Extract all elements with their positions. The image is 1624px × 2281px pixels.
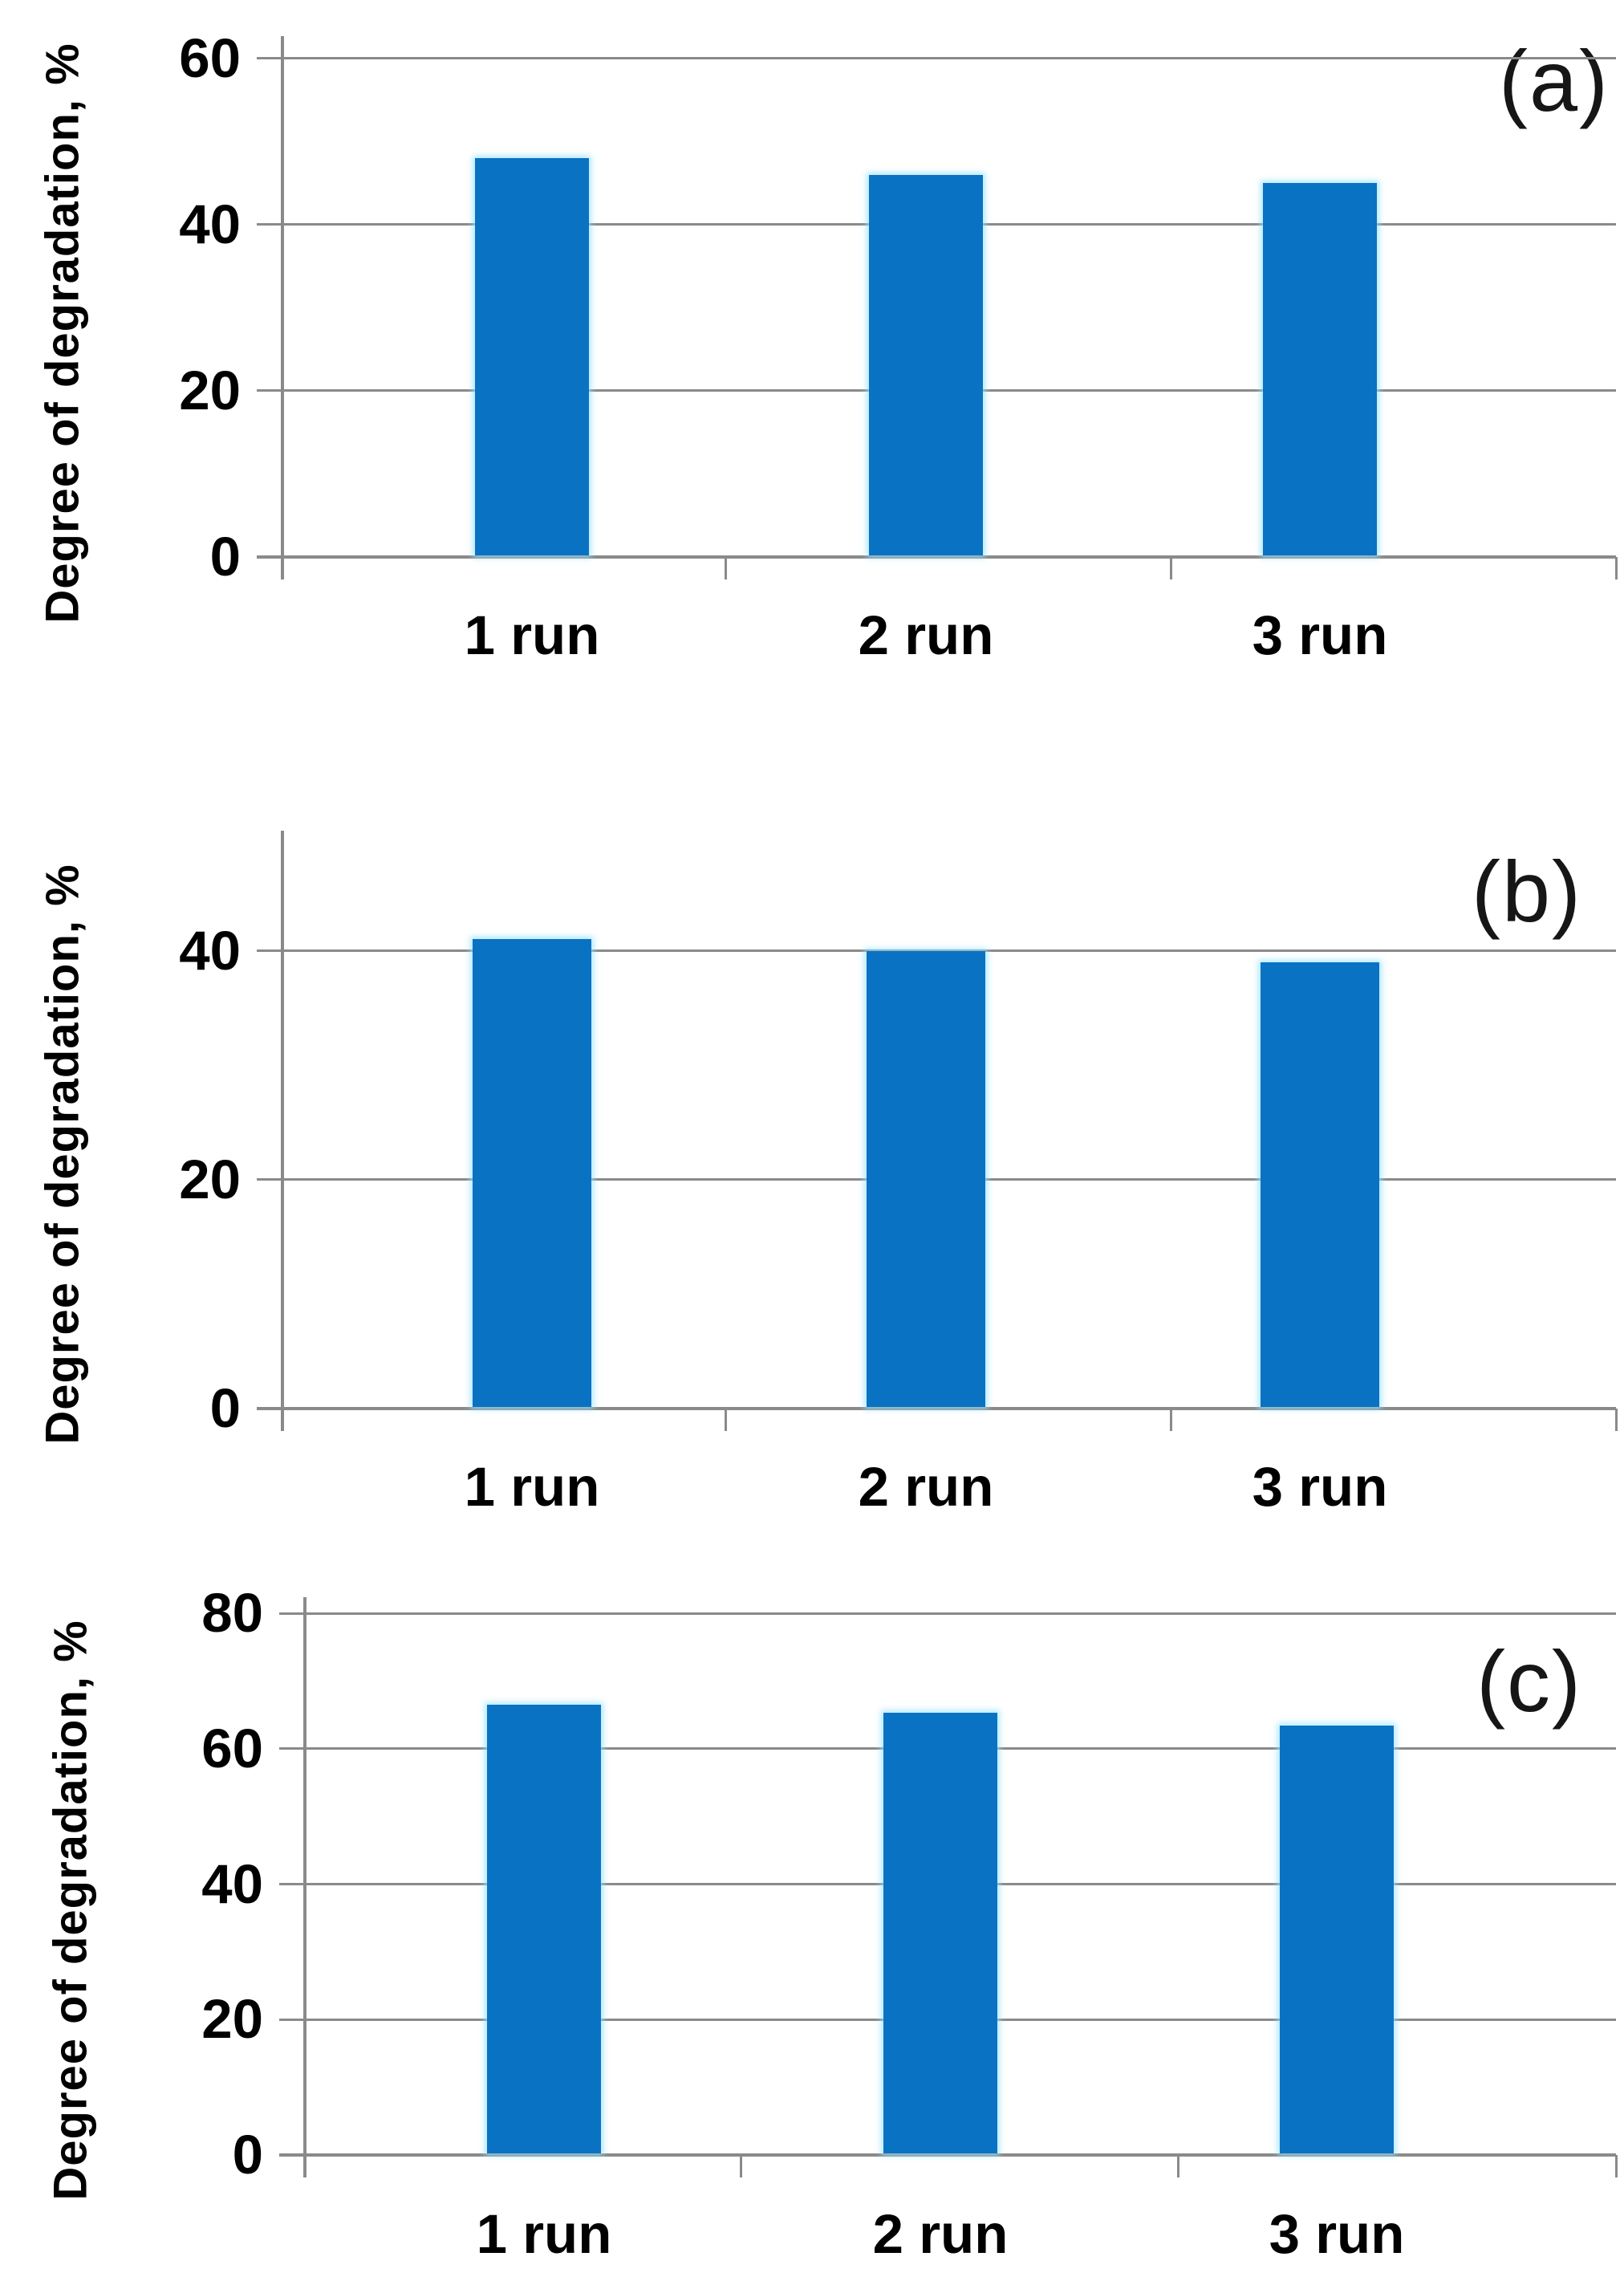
y-tick-label-0: 0 [209, 526, 241, 588]
y-tick-0 [257, 1407, 281, 1410]
gridline-20 [281, 1178, 1616, 1181]
gridline-40 [281, 223, 1616, 226]
y-axis-title-b: Degree of degradation, % [36, 864, 89, 1445]
y-tick-0 [279, 2153, 303, 2157]
bar-2-run [883, 1713, 997, 2153]
y-axis-line [303, 1597, 307, 2177]
bar-1-run [473, 939, 591, 1407]
y-tick-0 [257, 555, 281, 559]
y-tick-label-20: 20 [179, 359, 241, 421]
x-category-label-1: 1 run [464, 604, 600, 666]
y-tick-label-80: 80 [201, 1582, 263, 1645]
gridline-80 [303, 1612, 1616, 1615]
y-axis-title-c: Degree of degradation, % [44, 1620, 97, 2201]
y-tick-label-20: 20 [201, 1988, 263, 2051]
bar-3-run [1261, 962, 1379, 1407]
y-tick-label-40: 40 [179, 193, 241, 255]
x-category-label-3: 3 run [1252, 604, 1388, 666]
x-tick-1 [725, 1409, 728, 1431]
y-axis-line [281, 831, 284, 1431]
x-category-label-1: 1 run [476, 2203, 612, 2265]
x-axis-line [257, 1407, 1616, 1410]
y-tick-20 [279, 2018, 303, 2021]
x-tick-3 [1614, 1409, 1618, 1431]
gridline-60 [281, 57, 1616, 60]
y-tick-label-20: 20 [179, 1148, 241, 1210]
y-axis-title-a: Degree of degradation, % [36, 43, 89, 624]
x-axis-line [279, 2153, 1616, 2157]
x-axis-line [257, 555, 1616, 559]
y-tick-60 [279, 1747, 303, 1750]
x-category-label-2: 2 run [872, 2203, 1009, 2265]
x-category-label-3: 3 run [1252, 1456, 1388, 1518]
y-tick-20 [257, 389, 281, 392]
gridline-60 [303, 1747, 1616, 1750]
bar-2-run [867, 950, 985, 1407]
x-tick-1 [739, 2155, 742, 2177]
bar-1-run [487, 1705, 601, 2153]
x-tick-3 [1614, 557, 1618, 579]
bar-3-run [1280, 1726, 1394, 2153]
y-tick-20 [257, 1178, 281, 1181]
y-tick-60 [257, 57, 281, 60]
y-tick-40 [257, 949, 281, 953]
bar-2-run [869, 174, 983, 555]
x-tick-2 [1169, 557, 1172, 579]
x-category-label-1: 1 run [464, 1456, 600, 1518]
y-tick-label-40: 40 [201, 1852, 263, 1915]
x-category-label-3: 3 run [1269, 2203, 1405, 2265]
bar-3-run [1263, 183, 1377, 555]
gridline-20 [303, 2018, 1616, 2021]
panel-letter-c: (c) [1476, 1632, 1582, 1730]
y-tick-40 [257, 223, 281, 226]
x-tick-2 [1177, 2155, 1180, 2177]
y-tick-label-60: 60 [179, 26, 241, 89]
panel-letter-a: (a) [1499, 32, 1610, 129]
y-tick-40 [279, 1883, 303, 1886]
x-tick-3 [1614, 2155, 1618, 2177]
x-tick-1 [725, 557, 728, 579]
x-tick-2 [1169, 1409, 1172, 1431]
y-tick-label-0: 0 [209, 1377, 241, 1439]
x-category-label-2: 2 run [858, 1456, 994, 1518]
gridline-20 [281, 389, 1616, 392]
panel-letter-b: (b) [1472, 843, 1582, 940]
y-tick-label-60: 60 [201, 1717, 263, 1779]
x-category-label-2: 2 run [858, 604, 994, 666]
y-tick-label-0: 0 [232, 2124, 263, 2185]
y-axis-line [281, 36, 284, 579]
y-tick-80 [279, 1612, 303, 1615]
gridline-40 [303, 1883, 1616, 1886]
gridline-40 [281, 949, 1616, 953]
y-tick-label-40: 40 [179, 919, 241, 982]
bar-1-run [475, 158, 589, 555]
